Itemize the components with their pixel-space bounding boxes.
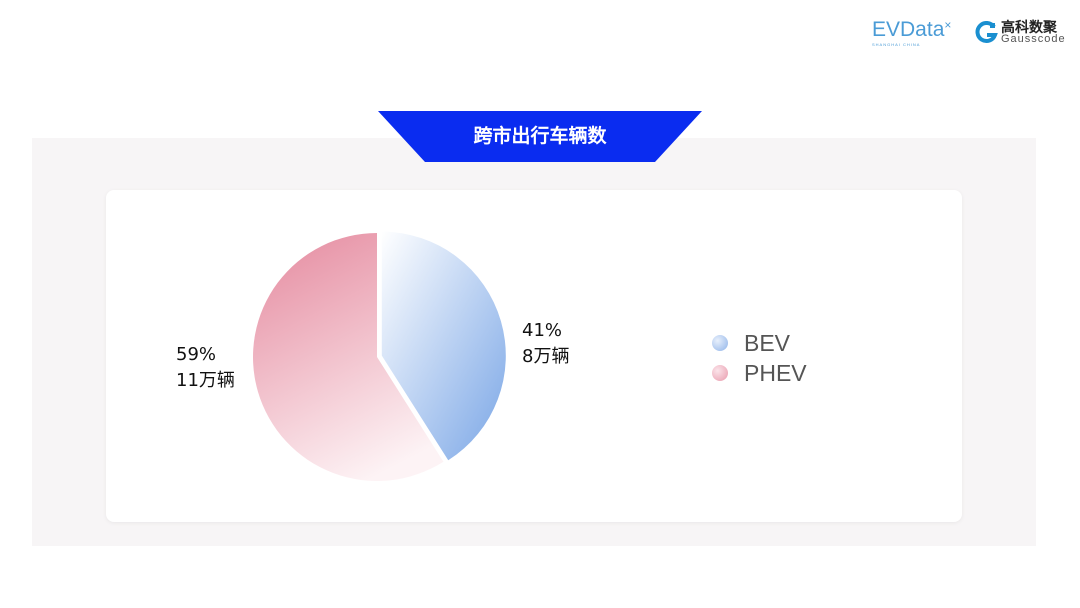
gausscode-logo: 高科数聚 Gausscode xyxy=(974,20,1066,45)
pie-slice-phev xyxy=(253,233,444,481)
legend-item-phev[interactable]: PHEV xyxy=(712,358,807,388)
bev-data-label: 41% 8万辆 xyxy=(522,318,569,370)
gausscode-icon xyxy=(975,20,998,43)
legend-label: BEV xyxy=(744,329,791,356)
phev-count: 11万辆 xyxy=(176,370,235,391)
phev-data-label: 59% 11万辆 xyxy=(176,342,235,394)
gauss-en: Gausscode xyxy=(1001,33,1066,45)
evdata-logo: EVData× SHANGHAI CHINA xyxy=(872,18,951,47)
chart-title: 跨市出行车辆数 xyxy=(473,125,607,147)
bev-percent: 41% xyxy=(522,320,563,341)
legend-item-bev[interactable]: BEV xyxy=(712,328,807,358)
phev-dot-icon xyxy=(712,365,728,381)
phev-percent: 59% xyxy=(176,344,217,365)
title-banner xyxy=(378,111,702,162)
gauss-cn: 高科数聚 xyxy=(1001,19,1057,35)
evdata-sub: SHANGHAI CHINA xyxy=(872,42,921,47)
evdata-x: × xyxy=(944,18,952,32)
evdata-text: EVData xyxy=(872,18,945,41)
bev-count: 8万辆 xyxy=(522,346,570,367)
pie-slice-bev xyxy=(381,231,506,461)
legend-label: PHEV xyxy=(744,359,807,386)
bev-dot-icon xyxy=(712,335,728,351)
chart-card xyxy=(106,190,962,522)
legend: BEV PHEV xyxy=(712,328,807,388)
